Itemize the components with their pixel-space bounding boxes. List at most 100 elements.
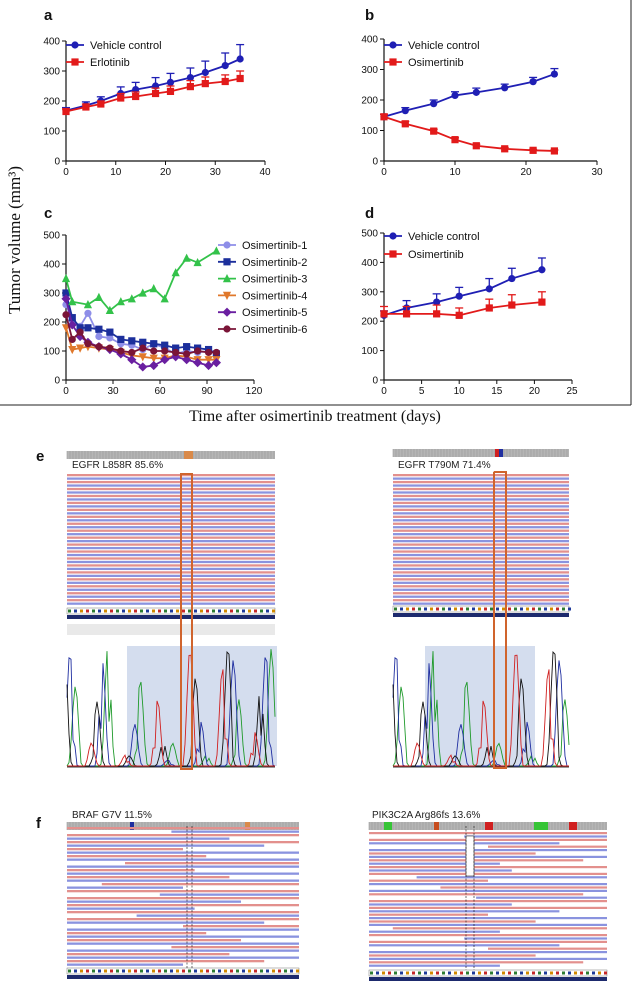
read-bar — [393, 529, 569, 532]
data-point — [127, 294, 136, 303]
base — [260, 969, 263, 973]
base — [296, 969, 299, 973]
data-point — [166, 87, 175, 95]
x-tick-label: 20 — [520, 167, 532, 178]
base — [400, 607, 403, 611]
read-bar — [67, 519, 275, 522]
legend-label: Osimertinib-1 — [242, 240, 307, 252]
panel-letter-e: e — [36, 448, 44, 465]
read-bar — [393, 515, 569, 518]
read-bar — [393, 599, 569, 602]
legend-marker — [222, 274, 232, 283]
data-point — [172, 344, 180, 352]
read-bar — [67, 900, 241, 903]
read-bar — [67, 837, 230, 840]
data-point — [501, 145, 509, 153]
data-point — [116, 297, 125, 306]
read-bar — [393, 595, 569, 598]
y-tick-label: 400 — [361, 258, 378, 269]
x-tick-label: 25 — [566, 386, 578, 397]
data-point — [84, 324, 92, 332]
base — [110, 609, 113, 613]
read-bar — [67, 918, 299, 921]
data-point — [117, 347, 125, 355]
y-tick-label: 400 — [361, 35, 378, 46]
base — [532, 607, 535, 611]
base — [140, 969, 143, 973]
x-tick-label: 20 — [160, 167, 172, 178]
data-point — [128, 348, 136, 357]
base — [574, 971, 577, 975]
legend-label: Erlotinib — [90, 57, 130, 69]
trace-c — [66, 656, 276, 767]
data-point — [186, 83, 194, 91]
base — [116, 969, 119, 973]
data-point — [193, 358, 203, 368]
read-bar — [369, 842, 560, 845]
read-bar — [488, 845, 607, 848]
read-bar — [393, 501, 569, 505]
read-bar — [393, 498, 569, 501]
base — [146, 969, 149, 973]
base — [544, 607, 547, 611]
data-point — [221, 77, 229, 86]
data-point — [106, 334, 114, 342]
read-bar — [171, 830, 299, 833]
base — [370, 971, 373, 975]
read-bar — [369, 954, 536, 957]
read-bar — [369, 879, 488, 882]
read-bar — [67, 602, 275, 605]
legend-marker — [223, 325, 231, 333]
read-bar — [369, 934, 607, 937]
base — [604, 971, 607, 975]
read-bar — [369, 869, 512, 872]
read-bar — [67, 498, 275, 501]
read-bar — [67, 865, 299, 868]
legend-marker — [71, 41, 79, 49]
data-point — [76, 324, 84, 332]
base — [68, 969, 71, 973]
data-point — [201, 68, 209, 77]
data-point — [401, 120, 409, 128]
read-bar — [67, 581, 275, 584]
base — [466, 971, 469, 975]
data-point — [485, 304, 493, 312]
base — [236, 969, 239, 973]
seq-title-egfr-l858r: EGFR L858R 85.6% — [72, 460, 163, 471]
data-point — [183, 343, 191, 351]
read-bar — [369, 906, 607, 909]
base — [236, 609, 239, 613]
read-bar — [67, 599, 275, 602]
data-point — [529, 146, 537, 154]
coverage-variant — [434, 822, 439, 830]
chart-panel-b: b 0 100 200 300 400 0 10 20 30 Vehicle control Osim… — [361, 7, 603, 178]
base — [170, 609, 173, 613]
read-bar — [171, 946, 299, 949]
base — [68, 609, 71, 613]
data-point — [201, 80, 209, 88]
data-point — [151, 89, 160, 98]
read-bar — [67, 953, 230, 956]
base — [206, 969, 209, 973]
base — [376, 971, 379, 975]
base — [164, 609, 167, 613]
base — [254, 969, 257, 973]
base — [176, 969, 179, 973]
coverage-track — [67, 822, 299, 830]
x-tick-label: 60 — [154, 386, 166, 397]
data-point — [236, 55, 244, 63]
data-point — [127, 355, 137, 365]
data-point — [529, 78, 537, 86]
base — [224, 609, 227, 613]
base — [104, 609, 107, 613]
base — [278, 969, 281, 973]
x-tick-label: 0 — [63, 386, 69, 397]
read-bar — [67, 494, 275, 498]
data-point — [204, 348, 213, 357]
data-point — [61, 273, 71, 283]
y-tick-label: 200 — [43, 318, 60, 329]
read-bar — [393, 602, 569, 605]
data-point — [132, 92, 140, 101]
x-tick-label: 0 — [63, 167, 69, 178]
base — [110, 969, 113, 973]
